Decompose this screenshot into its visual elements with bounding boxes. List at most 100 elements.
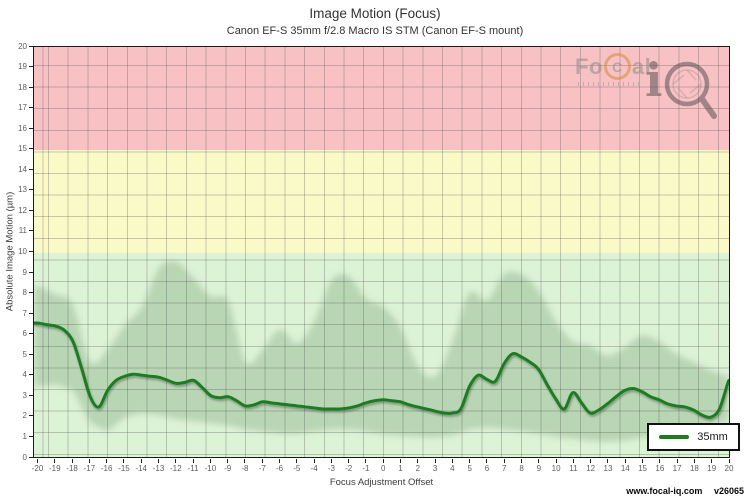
x-tick-label: -14 — [135, 464, 147, 473]
x-tick-mark — [209, 459, 211, 463]
magnifier-icon — [665, 61, 718, 119]
x-tick-mark — [607, 459, 609, 463]
y-tick-label: 6 — [22, 329, 27, 339]
y-tick-mark — [29, 148, 33, 150]
x-tick-label: 15 — [638, 464, 648, 473]
x-tick-label: 5 — [467, 464, 472, 473]
x-tick-mark — [382, 459, 384, 463]
x-tick-mark — [296, 459, 298, 463]
x-tick-label: 18 — [689, 464, 699, 473]
x-tick-mark — [451, 459, 453, 463]
x-tick-label: -12 — [170, 464, 182, 473]
series-line-35mm — [34, 321, 729, 419]
logo-text-i: i — [645, 53, 663, 107]
x-tick-mark — [365, 459, 367, 463]
y-tick-mark — [29, 107, 33, 109]
x-tick-label: 19 — [707, 464, 717, 473]
x-tick-mark — [521, 459, 523, 463]
footer-site-url: www.focal-iq.com — [626, 486, 703, 496]
x-tick-mark — [676, 459, 678, 463]
lens-ring-icon: C — [603, 53, 631, 80]
x-tick-mark — [417, 459, 419, 463]
y-tick-label: 0 — [22, 452, 27, 462]
x-tick-mark — [590, 459, 592, 463]
y-tick-mark — [29, 435, 33, 437]
legend-line-swatch — [659, 435, 690, 439]
x-tick-label: -8 — [241, 464, 249, 473]
x-tick-mark — [37, 459, 38, 463]
x-tick-label: 16 — [655, 464, 665, 473]
y-tick-mark — [29, 333, 33, 335]
x-tick-label: 9 — [536, 464, 542, 473]
x-tick-mark — [175, 459, 177, 463]
x-tick-mark — [728, 459, 730, 463]
x-tick-label: -15 — [118, 464, 130, 473]
x-tick-label: 4 — [450, 464, 455, 473]
y-tick-mark — [29, 230, 33, 232]
y-tick-mark — [29, 189, 33, 191]
y-tick-label: 12 — [18, 205, 27, 215]
y-tick-label: 17 — [18, 103, 27, 113]
x-tick-mark — [348, 459, 350, 463]
x-axis-label: Focus Adjustment Offset — [329, 477, 434, 488]
series-layer — [34, 321, 729, 419]
y-tick-label: 5 — [22, 349, 27, 359]
focal-wordmark: Fo C al — [575, 53, 651, 80]
chart-subtitle: Canon EF-S 35mm f/2.8 Macro IS STM (Cano… — [226, 25, 524, 37]
grid-overlay — [34, 47, 729, 457]
x-tick-mark — [538, 459, 540, 463]
y-tick-label: 3 — [22, 390, 27, 400]
legend-series-label: 35mm — [697, 431, 728, 443]
y-tick-label: 9 — [22, 267, 27, 277]
y-tick-mark — [29, 168, 33, 170]
x-tick-label: 12 — [586, 464, 596, 473]
x-tick-label: -5 — [293, 464, 301, 473]
footer-text: www.focal-iq.com v26065 — [626, 486, 744, 496]
x-tick-label: -3 — [327, 464, 335, 473]
x-tick-mark — [572, 459, 574, 463]
x-tick-mark — [693, 459, 695, 463]
y-tick-label: 7 — [22, 308, 27, 318]
focus-scale-icon — [578, 82, 642, 86]
x-tick-mark — [261, 459, 263, 463]
y-tick-mark — [29, 394, 33, 396]
y-tick-mark — [29, 456, 33, 458]
y-tick-mark — [29, 209, 33, 211]
footer-version: v26065 — [713, 486, 744, 496]
x-tick-mark — [158, 459, 159, 463]
x-tick-label: -9 — [224, 464, 232, 473]
y-tick-label: 11 — [18, 226, 27, 236]
y-tick-mark — [29, 374, 33, 376]
y-tick-mark — [29, 353, 33, 355]
x-tick-label: -16 — [100, 464, 113, 473]
y-tick-label: 14 — [18, 164, 27, 174]
x-tick-mark — [313, 459, 315, 463]
y-tick-label: 4 — [22, 370, 27, 380]
y-tick-label: 10 — [18, 247, 27, 256]
x-tick-label: 0 — [381, 464, 386, 473]
x-tick-label: -2 — [345, 464, 353, 473]
x-tick-label: 20 — [724, 464, 734, 473]
y-tick-mark — [29, 251, 33, 252]
x-tick-label: -7 — [258, 464, 266, 473]
x-tick-label: 1 — [398, 464, 403, 473]
y-tick-label: 13 — [18, 185, 27, 195]
chart-title: Image Motion (Focus) — [309, 6, 441, 21]
x-tick-label: -20 — [31, 464, 44, 473]
x-tick-label: 8 — [519, 464, 524, 473]
legend-box: 35mm — [647, 423, 740, 451]
x-tick-mark — [469, 459, 471, 463]
x-tick-mark — [659, 459, 661, 463]
x-tick-label: -18 — [66, 464, 78, 473]
x-tick-mark — [244, 459, 246, 463]
x-tick-label: -10 — [204, 464, 217, 473]
y-tick-label: 19 — [18, 62, 27, 72]
x-tick-mark — [192, 459, 194, 463]
x-tick-mark — [279, 459, 281, 463]
x-tick-label: 3 — [432, 464, 438, 473]
x-tick-label: -4 — [310, 464, 318, 473]
y-tick-mark — [29, 415, 33, 417]
x-tick-mark — [140, 459, 142, 463]
x-tick-label: 13 — [603, 464, 613, 473]
x-tick-label: -1 — [362, 464, 370, 473]
